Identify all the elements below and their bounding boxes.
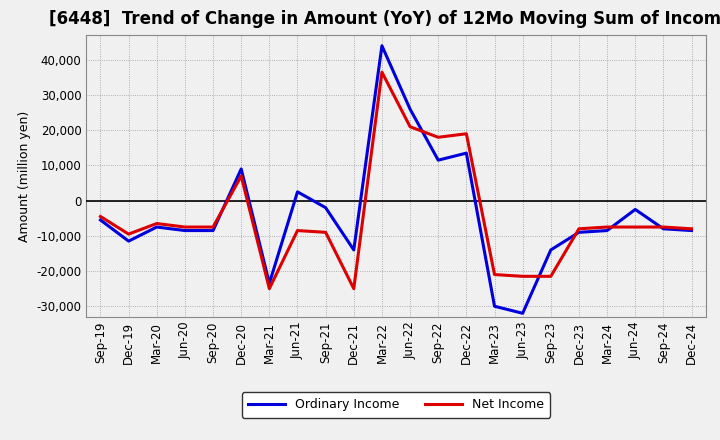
Ordinary Income [96, 217, 105, 223]
Net Income [518, 274, 527, 279]
Net Income [631, 224, 639, 230]
Ordinary Income [349, 247, 358, 253]
Ordinary Income [518, 311, 527, 316]
Ordinary Income [603, 228, 611, 233]
Ordinary Income [687, 228, 696, 233]
Net Income [659, 224, 667, 230]
Net Income [687, 226, 696, 231]
Net Income [406, 124, 415, 129]
Net Income [377, 70, 386, 75]
Ordinary Income [490, 304, 499, 309]
Title: [6448]  Trend of Change in Amount (YoY) of 12Mo Moving Sum of Incomes: [6448] Trend of Change in Amount (YoY) o… [49, 10, 720, 28]
Net Income [237, 173, 246, 179]
Ordinary Income [575, 230, 583, 235]
Net Income [490, 272, 499, 277]
Net Income [125, 231, 133, 237]
Ordinary Income [321, 205, 330, 210]
Legend: Ordinary Income, Net Income: Ordinary Income, Net Income [242, 392, 550, 418]
Ordinary Income [181, 228, 189, 233]
Line: Net Income: Net Income [101, 72, 691, 289]
Net Income [265, 286, 274, 291]
Ordinary Income [659, 226, 667, 231]
Ordinary Income [377, 43, 386, 48]
Y-axis label: Amount (million yen): Amount (million yen) [18, 110, 31, 242]
Ordinary Income [209, 228, 217, 233]
Ordinary Income [434, 158, 443, 163]
Net Income [181, 224, 189, 230]
Net Income [603, 224, 611, 230]
Net Income [321, 230, 330, 235]
Net Income [96, 214, 105, 219]
Ordinary Income [631, 207, 639, 212]
Ordinary Income [153, 224, 161, 230]
Net Income [293, 228, 302, 233]
Line: Ordinary Income: Ordinary Income [101, 46, 691, 313]
Ordinary Income [265, 281, 274, 286]
Net Income [434, 135, 443, 140]
Ordinary Income [237, 166, 246, 172]
Net Income [546, 274, 555, 279]
Net Income [349, 286, 358, 291]
Net Income [462, 131, 471, 136]
Net Income [575, 226, 583, 231]
Ordinary Income [406, 106, 415, 112]
Ordinary Income [546, 247, 555, 253]
Ordinary Income [462, 150, 471, 156]
Net Income [153, 221, 161, 226]
Net Income [209, 224, 217, 230]
Ordinary Income [293, 189, 302, 194]
Ordinary Income [125, 238, 133, 244]
